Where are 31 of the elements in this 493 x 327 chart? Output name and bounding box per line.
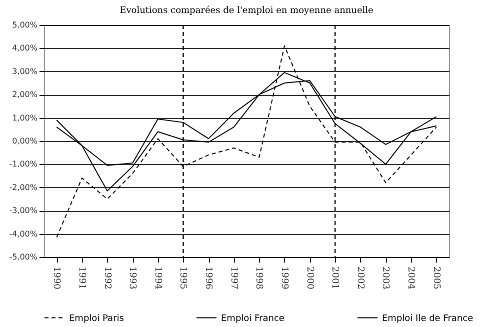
legend-label: Emploi Ile de France [382, 314, 474, 324]
y-tick-label: -4,00% [9, 229, 38, 238]
y-tick-label: 3,00% [12, 66, 38, 76]
x-tick-label: 1998 [254, 266, 264, 290]
chart-title: Evolutions comparées de l'emploi en moyenne annuelle [120, 5, 374, 16]
x-tick-label: 2001 [330, 266, 340, 290]
y-tick-label: 1,00% [12, 113, 38, 122]
y-tick-label: 4,00% [12, 44, 38, 53]
x-tick-label: 1997 [228, 266, 238, 290]
x-tick-label: 1996 [203, 266, 214, 290]
x-tick-label: 1995 [178, 266, 188, 290]
x-tick-label: 1992 [102, 266, 112, 290]
y-tick-label: -3,00% [9, 206, 38, 216]
x-tick-label: 2002 [354, 266, 365, 290]
x-tick-label: 1993 [127, 266, 138, 290]
x-tick-label: 1999 [278, 266, 289, 290]
x-tick-label: 2004 [406, 266, 416, 290]
y-tick-label: 2,00% [12, 90, 38, 100]
y-tick-label: -2,00% [9, 182, 38, 192]
x-tick-label: 2005 [430, 266, 441, 290]
legend-label: Emploi Paris [69, 314, 124, 324]
legend-label: Emploi France [221, 314, 285, 324]
x-tick-label: 2000 [304, 266, 314, 290]
x-tick-label: 2003 [380, 266, 390, 290]
x-tick-label: 1990 [51, 266, 62, 290]
y-tick-label: -5,00% [9, 252, 38, 262]
y-tick-label: 5,00% [12, 20, 38, 30]
x-tick-label: 1991 [76, 266, 86, 290]
x-tick-label: 1994 [152, 266, 162, 290]
y-tick-label: 0,00% [12, 136, 38, 146]
y-tick-label: -1,00% [9, 160, 38, 169]
